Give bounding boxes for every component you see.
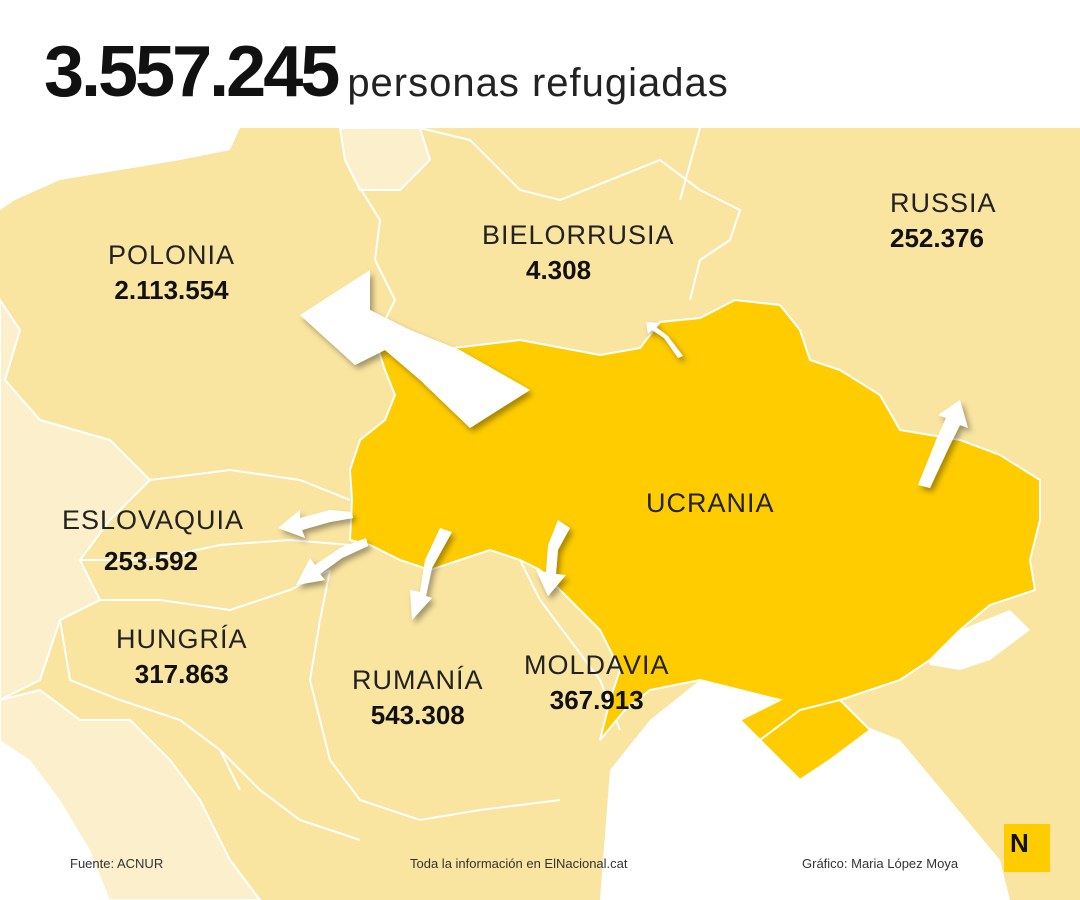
refugee-count: 367.913 bbox=[549, 685, 644, 715]
arrow-to-moldavia bbox=[536, 520, 570, 596]
footer-source: Fuente: ACNUR bbox=[70, 856, 164, 871]
arrow-to-eslovaquia bbox=[278, 510, 353, 538]
headline-text: personas refugiadas bbox=[347, 61, 729, 105]
label-rumania: RUMANÍA 543.308 bbox=[352, 665, 484, 731]
black-sea bbox=[600, 680, 1010, 900]
arrow-to-rumania bbox=[410, 528, 452, 620]
arrow-to-russia bbox=[918, 400, 968, 488]
baltic-sea bbox=[0, 128, 240, 210]
arrows-group bbox=[278, 270, 968, 620]
label-moldavia: MOLDAVIA 367.913 bbox=[524, 650, 670, 716]
elnacional-logo: N bbox=[1004, 824, 1050, 872]
germany-region bbox=[0, 298, 152, 702]
country-name: POLONIA bbox=[108, 240, 236, 270]
country-name: HUNGRÍA bbox=[116, 624, 248, 654]
country-name: ESLOVAQUIA bbox=[62, 505, 245, 535]
country-name: BIELORRUSIA bbox=[482, 220, 675, 250]
country-name: RUSSIA bbox=[890, 188, 997, 218]
label-bielorrusia: BIELORRUSIA 4.308 bbox=[482, 220, 675, 286]
adriatic-sea bbox=[0, 740, 110, 900]
azov-sea bbox=[920, 610, 1030, 670]
refugee-count: 317.863 bbox=[134, 659, 229, 689]
arrow-to-polonia bbox=[300, 270, 530, 428]
arrow-to-bielorrusia bbox=[646, 322, 683, 358]
refugee-count: 252.376 bbox=[890, 223, 984, 253]
refugee-count: 4.308 bbox=[526, 255, 592, 285]
refugee-count: 543.308 bbox=[370, 700, 465, 730]
headline: 3.557.245 personas refugiadas bbox=[44, 36, 729, 108]
crimea-shape bbox=[758, 698, 872, 782]
label-hungria: HUNGRÍA 317.863 bbox=[116, 624, 248, 690]
label-ucrania: UCRANIA bbox=[646, 488, 775, 518]
country-name: MOLDAVIA bbox=[524, 650, 670, 680]
label-polonia: POLONIA 2.113.554 bbox=[108, 240, 235, 306]
footer-credit: Gráfico: Maria López Moya bbox=[802, 856, 959, 871]
refugee-count: 253.592 bbox=[104, 546, 198, 576]
headline-number: 3.557.245 bbox=[44, 32, 340, 112]
refugee-count: 2.113.554 bbox=[114, 275, 229, 305]
footer-info: Toda la información en ElNacional.cat bbox=[410, 856, 628, 871]
label-russia: RUSSIA 252.376 bbox=[890, 188, 997, 254]
country-borders bbox=[59, 127, 742, 841]
arrow-to-hungria bbox=[296, 538, 368, 585]
label-eslovaquia: ESLOVAQUIA 253.592 bbox=[62, 505, 244, 577]
country-name: RUMANÍA bbox=[352, 665, 484, 695]
